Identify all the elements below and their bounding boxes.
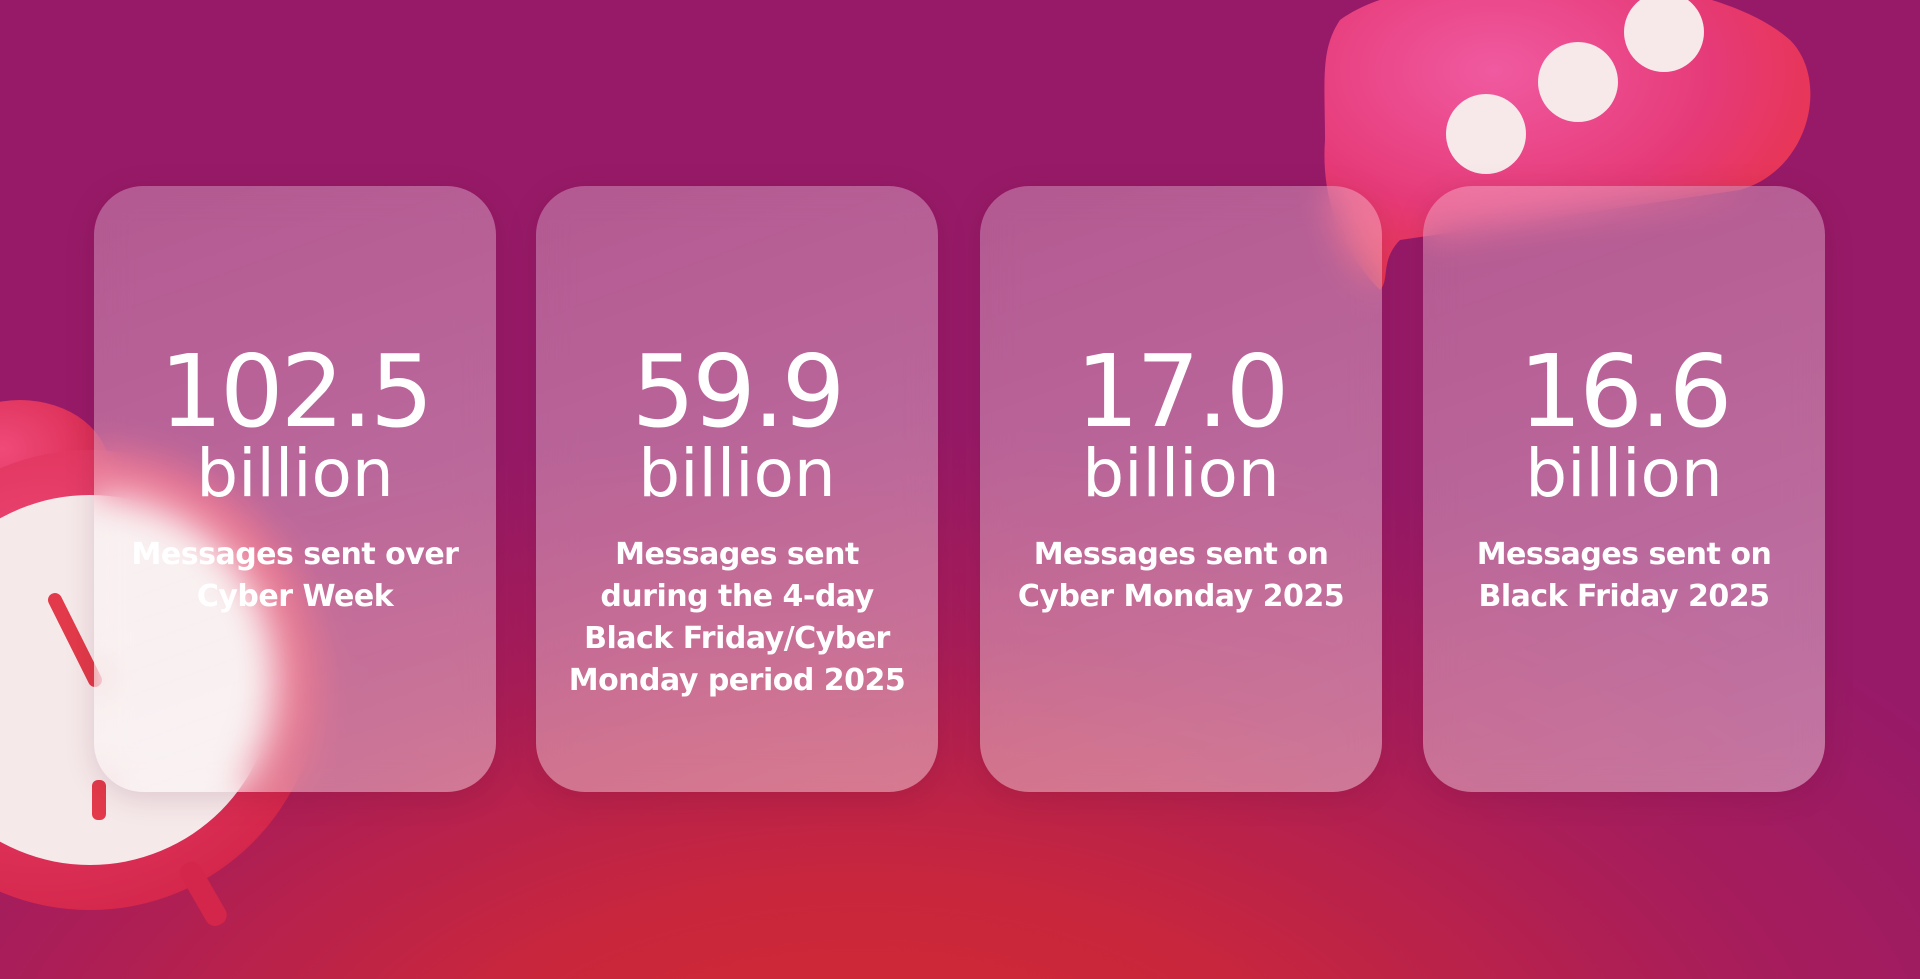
stat-value: 59.9 — [631, 333, 846, 450]
stat-value: 17.0 — [1075, 333, 1290, 450]
stat-unit: billion — [1525, 435, 1723, 512]
stat-card: 17.0 billion Messages sent on Cyber Mond… — [980, 186, 1382, 792]
stat-card: 16.6 billion Messages sent on Black Frid… — [1423, 186, 1825, 792]
stat-label: Messages sent during the 4-day Black Fri… — [568, 537, 906, 698]
stat-card: 102.5 billion Messages sent over Cyber W… — [94, 186, 496, 792]
stat-value: 102.5 — [159, 333, 433, 450]
stat-unit: billion — [1082, 435, 1280, 512]
stat-label: Messages sent on Cyber Monday 2025 — [1017, 537, 1345, 614]
stat-value: 16.6 — [1518, 333, 1733, 450]
stat-unit: billion — [196, 435, 394, 512]
stat-label: Messages sent on Black Friday 2025 — [1476, 537, 1772, 614]
stat-card: 59.9 billion Messages sent during the 4-… — [536, 186, 938, 792]
stat-unit: billion — [638, 435, 836, 512]
stat-label: Messages sent over Cyber Week — [131, 537, 459, 614]
